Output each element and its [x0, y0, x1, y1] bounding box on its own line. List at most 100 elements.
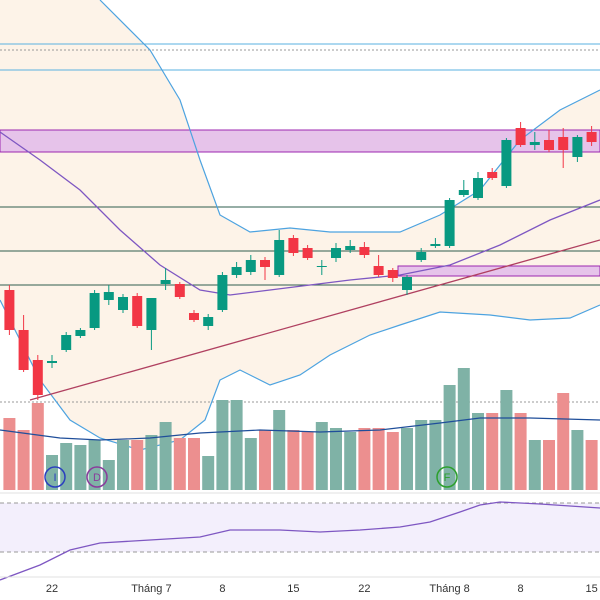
candle-body [387, 270, 398, 278]
volume-bar [486, 413, 499, 490]
x-tick-label: Tháng 7 [131, 583, 171, 595]
candle-body [231, 267, 242, 275]
volume-bar [443, 385, 456, 490]
volume-bar [500, 390, 513, 490]
volume-bar [60, 443, 73, 490]
x-tick-label: Tháng 8 [429, 583, 469, 595]
candle-body [402, 277, 412, 290]
candle-body [586, 132, 597, 142]
zone [397, 265, 600, 277]
marker-label: F [444, 472, 451, 484]
candle-body [487, 172, 498, 178]
x-tick-label: 22 [358, 583, 370, 595]
candle-body [345, 246, 356, 250]
volume-bar [401, 428, 413, 490]
volume-bar [344, 432, 357, 490]
volume-bar [415, 420, 428, 490]
candle-body [316, 266, 327, 267]
candle-body [288, 238, 299, 253]
volume-bar [131, 440, 144, 490]
candle-body [430, 244, 441, 246]
volume-bar [244, 438, 257, 490]
candle-body [458, 190, 469, 195]
candle-body [4, 290, 15, 330]
candle-body [274, 240, 285, 275]
candle-body [572, 137, 583, 157]
candle-body [189, 313, 199, 320]
volume-bar [216, 400, 229, 490]
volume-bar [372, 428, 385, 490]
candle-body [160, 280, 171, 284]
volume-bar [102, 460, 115, 490]
candle-body [416, 252, 427, 260]
volume-bar [230, 400, 243, 490]
candle-body [203, 317, 214, 326]
candle-body [501, 140, 512, 186]
candle-body [558, 137, 569, 150]
candle-body [89, 293, 100, 328]
trend-line [29, 239, 600, 401]
oscillator-line [0, 501, 600, 581]
candle-body [217, 275, 228, 310]
volume-bar [88, 440, 101, 490]
candle-body [75, 330, 86, 336]
zone [0, 129, 600, 153]
candle-body [260, 260, 270, 267]
candle-body [359, 247, 370, 255]
moving-average [0, 131, 600, 296]
volume-bar [273, 410, 286, 490]
marker-label: I [53, 472, 56, 484]
volume-bar [457, 368, 470, 490]
volume-bar [287, 430, 300, 490]
volume-bar [46, 455, 58, 490]
volume-bar [429, 420, 442, 490]
volume-bar [386, 432, 399, 490]
candle-body [132, 296, 143, 326]
volume-bar [159, 422, 172, 490]
candle-body [118, 297, 128, 310]
candle-body [373, 266, 384, 275]
x-axis: 22 Tháng 7 8 15 22 Tháng 8 8 15 [46, 583, 598, 595]
x-tick-label: 15 [585, 583, 597, 595]
x-tick-label: 8 [219, 583, 225, 595]
marker-circle [436, 466, 458, 488]
volume-bar [17, 430, 30, 490]
candle-body [331, 248, 341, 258]
volume-bar [145, 435, 158, 490]
volume-bar [3, 418, 16, 490]
volume-bar [188, 438, 200, 490]
volume-bar [358, 428, 371, 490]
x-tick-label: 8 [518, 583, 524, 595]
volume-bar [543, 440, 555, 490]
candle-body [103, 292, 114, 300]
band-upper [99, 0, 600, 233]
candle-body [515, 128, 526, 145]
volume-bar [514, 413, 527, 490]
x-tick-label: 22 [46, 583, 58, 595]
volume-bar [557, 393, 570, 490]
candle-body [302, 248, 313, 258]
volume-bar [330, 428, 342, 490]
oscillator-zone [0, 503, 600, 552]
candle-body [444, 200, 455, 246]
band-fill [0, 0, 600, 450]
band-lower [0, 299, 600, 451]
candle-body [174, 284, 185, 297]
volume-bar [202, 456, 215, 490]
volume-layer [3, 368, 598, 490]
volume-bar [585, 440, 598, 490]
marker-circle [44, 466, 66, 488]
volume-bar [571, 430, 584, 490]
candle-body [32, 360, 43, 395]
volume-bar [259, 430, 271, 490]
candle-body [529, 142, 540, 145]
volume-bar [472, 413, 484, 490]
volume-bar [173, 438, 186, 490]
marker-label: D [93, 472, 101, 484]
candle-body [146, 298, 157, 330]
volume-bar [74, 445, 87, 490]
x-tick-label: 15 [287, 583, 299, 595]
candle-body [473, 178, 483, 198]
marker-circle [86, 466, 108, 488]
